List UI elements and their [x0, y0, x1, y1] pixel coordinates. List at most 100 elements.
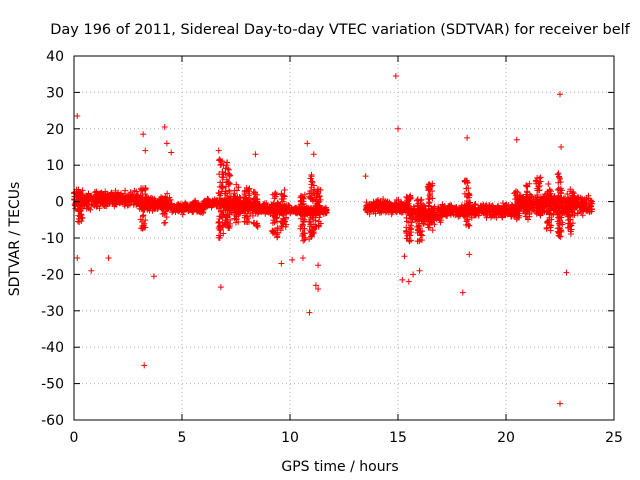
- data-point: [317, 196, 324, 203]
- outlier-point: [392, 73, 399, 80]
- data-point: [417, 215, 424, 222]
- data-point: [146, 207, 153, 214]
- data-point: [233, 198, 240, 205]
- data-point: [498, 206, 505, 213]
- data-point: [418, 196, 425, 203]
- data-point: [376, 208, 383, 215]
- data-point: [445, 207, 452, 214]
- data-point: [235, 184, 242, 191]
- data-point: [408, 219, 415, 226]
- data-point: [507, 209, 514, 216]
- data-point: [145, 195, 152, 202]
- data-point: [225, 166, 232, 173]
- data-point: [314, 193, 321, 200]
- data-point: [444, 211, 451, 218]
- data-point: [515, 206, 522, 213]
- data-point: [223, 183, 230, 190]
- data-point: [111, 192, 118, 199]
- data-point: [222, 190, 229, 197]
- data-point: [233, 204, 240, 211]
- data-point: [137, 216, 144, 223]
- data-point: [417, 208, 424, 215]
- data-point: [176, 206, 183, 213]
- data-point: [567, 186, 574, 193]
- data-point: [577, 194, 584, 201]
- data-point: [566, 211, 573, 218]
- data-point: [298, 223, 305, 230]
- data-point: [368, 201, 375, 208]
- data-point: [456, 213, 463, 220]
- outlier-point: [557, 91, 563, 98]
- outlier-point: [74, 113, 81, 120]
- data-point: [271, 227, 278, 234]
- outlier-point: [513, 136, 520, 143]
- outlier-point: [168, 149, 175, 156]
- data-point: [273, 205, 280, 212]
- data-point: [545, 193, 552, 200]
- outlier-point: [150, 273, 157, 280]
- data-point: [159, 205, 166, 212]
- data-point: [403, 199, 410, 206]
- data-point: [404, 235, 411, 242]
- data-point: [192, 201, 199, 208]
- data-point: [554, 195, 561, 202]
- data-point: [242, 194, 249, 201]
- data-point: [569, 220, 576, 227]
- data-point: [159, 211, 166, 218]
- x-tick-label: 5: [178, 430, 187, 446]
- data-point: [569, 190, 576, 197]
- x-tick-label: 25: [605, 430, 623, 446]
- data-point: [231, 190, 238, 197]
- data-point: [511, 189, 518, 196]
- data-point: [253, 222, 260, 229]
- data-point: [537, 197, 544, 204]
- data-point: [308, 171, 315, 178]
- data-point: [524, 194, 531, 201]
- data-point: [215, 219, 222, 226]
- data-point: [215, 205, 222, 212]
- data-point: [495, 211, 502, 218]
- data-point: [439, 206, 446, 213]
- outlier-point: [74, 255, 81, 262]
- data-point: [222, 170, 229, 177]
- data-point: [461, 202, 468, 209]
- data-point: [139, 225, 146, 232]
- data-point: [260, 208, 267, 215]
- data-point: [577, 207, 584, 214]
- data-point: [406, 193, 413, 200]
- data-point: [153, 201, 160, 208]
- data-point: [142, 194, 149, 201]
- data-point: [407, 215, 414, 222]
- data-point: [583, 194, 590, 201]
- data-point: [569, 197, 576, 204]
- data-point: [207, 200, 214, 207]
- data-point: [217, 157, 224, 164]
- data-point: [431, 221, 438, 228]
- data-point: [491, 213, 498, 220]
- data-point: [161, 197, 168, 204]
- data-point: [75, 212, 82, 219]
- data-point: [534, 193, 541, 200]
- data-point: [225, 223, 232, 230]
- data-point: [524, 216, 531, 223]
- data-point: [383, 201, 390, 208]
- data-point: [466, 222, 473, 229]
- outlier-point: [163, 140, 170, 147]
- data-point: [218, 161, 225, 168]
- data-point: [461, 190, 468, 197]
- data-point: [219, 169, 226, 176]
- data-point: [557, 194, 564, 201]
- data-point: [301, 216, 308, 223]
- data-point: [139, 206, 146, 213]
- data-point: [407, 237, 414, 244]
- data-point: [315, 223, 322, 230]
- data-point: [232, 194, 239, 201]
- data-point: [168, 201, 175, 208]
- data-point: [544, 217, 551, 224]
- data-point: [219, 184, 226, 191]
- data-point: [570, 200, 577, 207]
- data-point: [512, 205, 519, 212]
- data-point: [87, 206, 94, 213]
- data-point: [570, 193, 577, 200]
- data-point: [556, 207, 563, 214]
